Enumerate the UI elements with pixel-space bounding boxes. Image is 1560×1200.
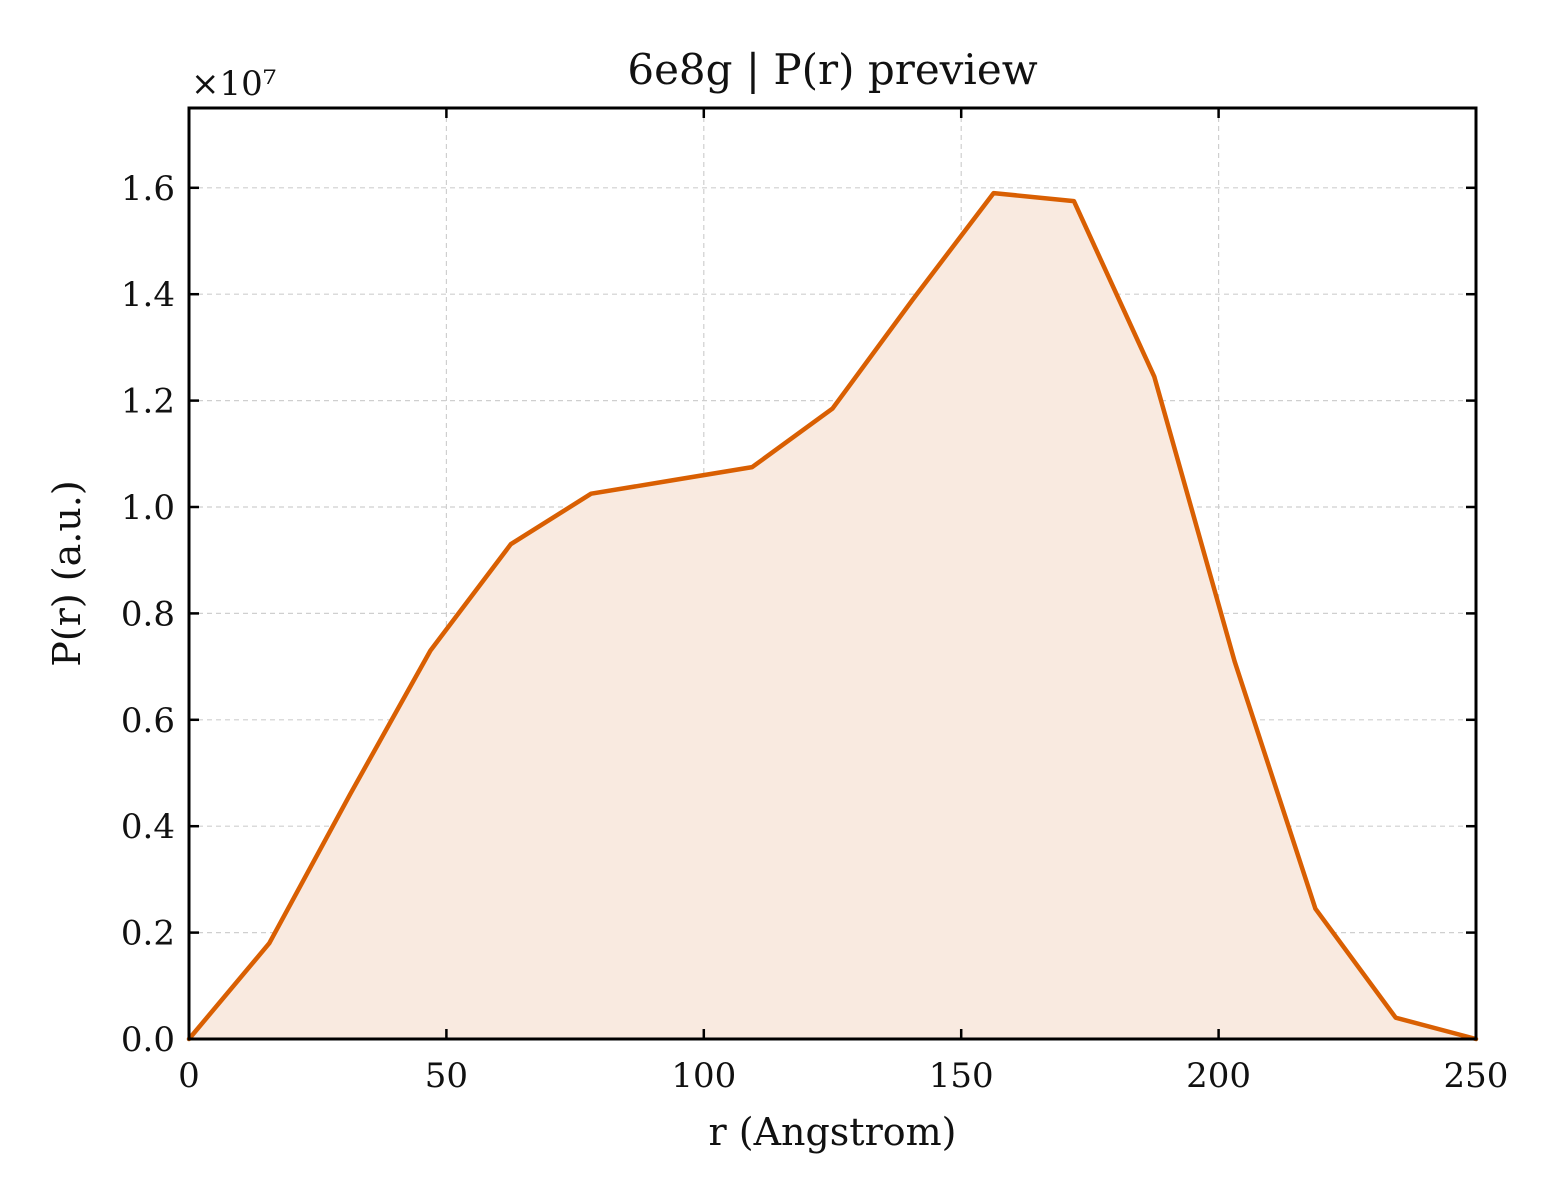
y-tick-label: 1.6 [121, 169, 175, 209]
pr-series-line [186, 190, 1479, 1042]
y-tick-label: 0.8 [121, 594, 175, 634]
x-tick-label: 200 [1186, 1056, 1251, 1096]
y-tick-label: 0.0 [121, 1020, 175, 1060]
y-axis-multiplier: ×10⁷ [191, 64, 276, 104]
x-tick-label: 50 [425, 1056, 468, 1096]
y-tick-label: 1.4 [121, 275, 175, 315]
x-axis-label: r (Angstrom) [709, 1110, 957, 1154]
plot-frame [187, 106, 1478, 1041]
chart-title: 6e8g | P(r) preview [627, 45, 1037, 94]
x-tick-label: 250 [1444, 1056, 1509, 1096]
x-tick-label: 0 [178, 1056, 200, 1096]
y-tick-label: 1.2 [121, 382, 175, 422]
x-tick-label: 150 [929, 1056, 994, 1096]
y-axis-label: P(r) (a.u.) [45, 480, 89, 666]
y-tick-label: 0.2 [121, 914, 175, 954]
pr-area-fill [189, 193, 1476, 1040]
y-tick-label: 0.4 [121, 807, 175, 847]
y-tick-label: 1.0 [121, 488, 175, 528]
ticks: 0 50 100 150 200 250 0.0 0.2 0.4 0.6 0.8 1.0 1.2 1.4 1… [121, 108, 1509, 1096]
y-tick-label: 0.6 [121, 701, 175, 741]
x-tick-label: 100 [671, 1056, 736, 1096]
